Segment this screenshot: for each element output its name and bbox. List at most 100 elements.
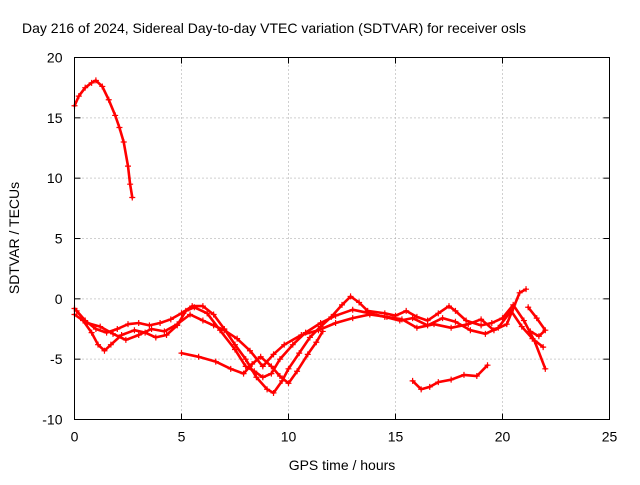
data-point [332, 319, 339, 326]
data-point [339, 301, 345, 308]
data-point [264, 386, 271, 393]
data-point [403, 307, 410, 314]
x-tick-label: 0 [71, 429, 79, 445]
data-point [413, 324, 420, 331]
data-point [448, 376, 455, 383]
data-point [182, 307, 189, 314]
data-point [527, 328, 534, 335]
data-point [435, 379, 442, 386]
data-point [270, 389, 277, 396]
series-line [73, 295, 547, 395]
data-point [135, 319, 142, 326]
data-point [210, 311, 217, 318]
data-point [315, 327, 322, 334]
data-point [285, 380, 292, 387]
grid-layer [74, 57, 610, 420]
data-point [467, 327, 474, 334]
label-layer: 0 5 10 15 20 25 -10 -5 0 5 10 15 20 [42, 50, 617, 445]
tick-layer [74, 57, 610, 420]
data-point [120, 138, 127, 145]
series-line [75, 287, 528, 368]
chart-title: Day 216 of 2024, Sidereal Day-to-day VTE… [22, 20, 526, 36]
data-point [332, 312, 339, 319]
data-point [249, 360, 256, 367]
y-tick-label: 15 [47, 110, 63, 126]
data-point [452, 318, 459, 325]
data-point [529, 335, 536, 342]
data-point [482, 330, 489, 337]
data-point [285, 365, 292, 372]
y-tick-label: -10 [42, 412, 62, 428]
data-point [268, 370, 275, 377]
data-point [439, 315, 446, 322]
series-track-6 [409, 362, 491, 393]
y-tick-label: 20 [47, 50, 63, 66]
data-point [409, 315, 416, 322]
data-point [270, 351, 277, 358]
data-point [478, 316, 485, 323]
data-point [157, 319, 164, 326]
data-point [178, 350, 185, 357]
series-track-4 [73, 286, 530, 370]
data-point [313, 339, 320, 346]
data-point [294, 368, 301, 375]
data-point [276, 373, 283, 380]
data-point [435, 310, 442, 317]
data-point [542, 365, 549, 372]
data-point [356, 299, 363, 306]
data-point [227, 365, 234, 372]
data-point [533, 315, 540, 322]
x-tick-label: 10 [281, 429, 297, 445]
data-point [88, 79, 95, 86]
data-point [523, 286, 530, 293]
data-point [418, 386, 425, 393]
data-point [304, 351, 311, 358]
data-point [473, 373, 480, 380]
data-point [195, 353, 202, 360]
data-point [296, 350, 303, 357]
series-track-7 [525, 304, 549, 340]
data-point [484, 362, 491, 369]
data-point [289, 341, 296, 348]
data-point [446, 303, 452, 310]
data-point [398, 316, 405, 323]
data-point [268, 363, 275, 370]
data-point [488, 319, 495, 326]
data-point [212, 358, 219, 365]
data-point [240, 370, 247, 377]
data-point [110, 330, 117, 337]
data-point [516, 289, 523, 296]
data-point [199, 317, 206, 324]
data-point [135, 332, 142, 339]
data-point [82, 84, 89, 91]
data-point [221, 327, 228, 334]
data-point [259, 374, 266, 381]
data-point [409, 377, 416, 384]
data-point [518, 323, 525, 330]
data-point [204, 310, 211, 317]
x-tick-label: 20 [495, 429, 511, 445]
data-point [99, 83, 106, 90]
data-point [242, 363, 249, 370]
y-tick-label: 5 [55, 231, 63, 247]
data-point [92, 326, 99, 332]
data-point [431, 321, 438, 328]
data-point [478, 322, 485, 329]
data-point [317, 319, 324, 326]
data-point [535, 333, 542, 340]
data-point [463, 317, 470, 324]
data-point [187, 311, 194, 318]
series-track-1 [71, 77, 136, 201]
data-point [490, 327, 497, 334]
series-track-5 [178, 328, 326, 387]
series-line [73, 79, 134, 199]
data-point [259, 363, 266, 370]
data-point [174, 321, 181, 328]
data-point [452, 307, 459, 314]
data-point [232, 346, 238, 353]
data-point [152, 334, 159, 341]
data-point [251, 368, 258, 375]
series-track-3 [71, 304, 547, 381]
series-line [180, 330, 324, 385]
